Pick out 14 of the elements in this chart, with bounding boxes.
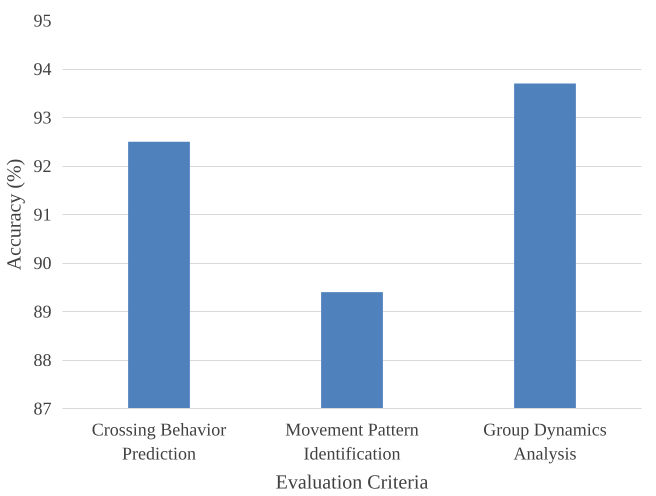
y-tick-label: 94 (34, 59, 52, 79)
x-tick-label: Crossing Behavior Prediction (92, 420, 226, 464)
y-tick-label: 95 (34, 10, 52, 30)
x-tick-label: Movement Pattern Identification (285, 420, 419, 464)
y-tick-label: 89 (34, 302, 52, 322)
y-tick-label: 91 (34, 204, 52, 224)
y-axis-title: Accuracy (%) (4, 158, 26, 270)
y-tick-label: 93 (34, 108, 52, 128)
x-axis-title: Evaluation Criteria (276, 472, 428, 494)
y-tick-label: 88 (34, 350, 52, 370)
y-tick-label: 87 (34, 398, 52, 418)
y-tick-label: 90 (34, 253, 52, 273)
y-tick-label: 92 (34, 156, 52, 176)
x-tick-label: Group Dynamics Analysis (483, 420, 607, 464)
